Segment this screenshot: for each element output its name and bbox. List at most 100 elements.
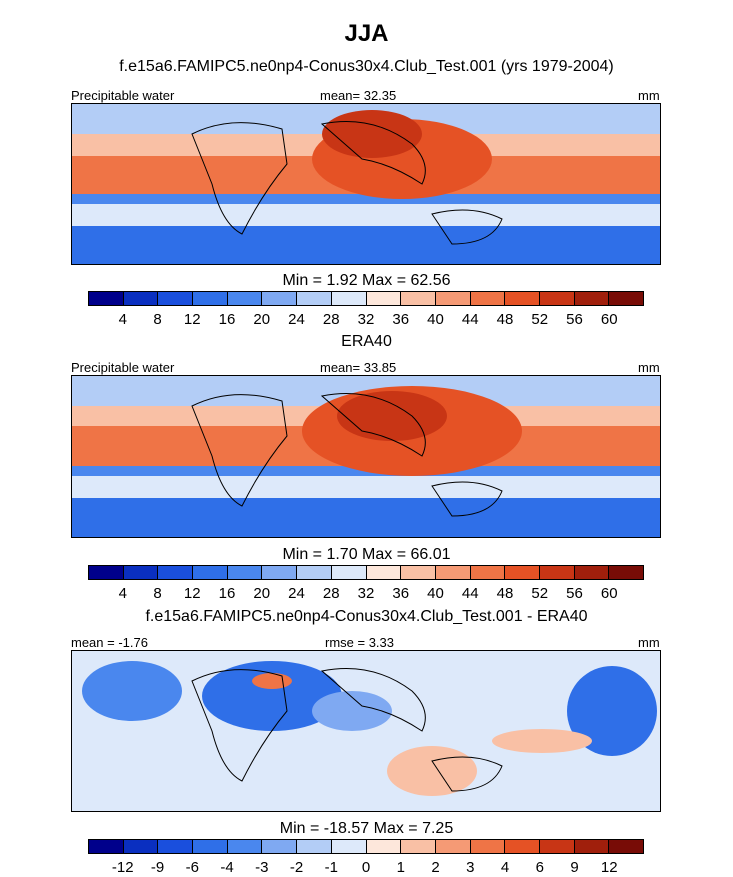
- panel-2-units-label: mm: [638, 360, 660, 375]
- colorbar-swatch: [435, 292, 471, 305]
- colorbar-tick-label: 56: [566, 311, 583, 328]
- colorbar-swatch: [158, 292, 194, 305]
- panel-3-minmax: Min = -18.57 Max = 7.25: [279, 820, 454, 837]
- continent-asia: [320, 121, 426, 185]
- colorbar-swatch: [193, 566, 228, 579]
- map-band-south: [72, 476, 660, 498]
- colorbar-swatch: [227, 292, 263, 305]
- colorbar-tick-label: 4: [118, 585, 127, 602]
- panel-1-minmax: Min = 1.92 Max = 62.56: [282, 272, 451, 289]
- map-band-southern: [72, 498, 660, 537]
- colorbar-tick-label: -6: [185, 859, 199, 876]
- colorbar-swatch: [158, 840, 194, 853]
- colorbar-tick-label: 28: [322, 311, 340, 328]
- colorbar-tick-label: 8: [153, 311, 162, 328]
- colorbar-tick-label: 44: [461, 311, 479, 328]
- colorbar-tick-label: 12: [183, 585, 201, 602]
- panel-1-map-svg: [72, 104, 660, 264]
- colorbar-swatch: [262, 840, 298, 853]
- colorbar-tick-label: 48: [496, 311, 514, 328]
- colorbar-tick-label: 12: [183, 311, 201, 328]
- colorbar-swatch: [193, 840, 228, 853]
- colorbar-swatch: [89, 566, 124, 579]
- colorbar-tick-label: 44: [461, 585, 479, 602]
- panel-3-colorbar: [88, 839, 644, 854]
- continent-asia: [320, 393, 426, 457]
- colorbar-tick-label: 24: [288, 585, 305, 602]
- map-band-south: [72, 204, 660, 226]
- colorbar-swatch: [227, 566, 263, 579]
- colorbar-swatch: [505, 292, 540, 305]
- colorbar-swatch: [505, 566, 540, 579]
- colorbar-swatch: [470, 566, 506, 579]
- colorbar-tick-label: 48: [496, 585, 514, 602]
- colorbar-swatch: [435, 566, 471, 579]
- colorbar-tick-label: 52: [531, 585, 549, 602]
- map-monsoon: [337, 391, 447, 441]
- colorbar-swatch: [574, 566, 610, 579]
- map-neg-4: [312, 691, 392, 731]
- colorbar-swatch: [331, 292, 367, 305]
- colorbar-tick-label: 4: [500, 859, 510, 876]
- panel-1-map: [71, 103, 661, 265]
- map-pos-1: [387, 746, 477, 796]
- continent-australia: [431, 756, 503, 792]
- colorbar-tick-label: -3: [255, 859, 269, 876]
- colorbar-swatch: [331, 840, 367, 853]
- map-neg-2: [202, 661, 342, 731]
- colorbar-swatch: [366, 292, 402, 305]
- colorbar-tick-label: -12: [111, 859, 134, 876]
- panel-1-units-label: mm: [638, 88, 660, 103]
- colorbar-tick-label: 20: [253, 311, 271, 328]
- colorbar-tick-label: 52: [531, 311, 549, 328]
- colorbar-swatch: [505, 840, 540, 853]
- continent-africa: [191, 122, 288, 235]
- colorbar-tick-label: 8: [153, 585, 162, 602]
- colorbar-swatch: [297, 566, 332, 579]
- map-neg-3: [567, 666, 657, 756]
- panel-1-heading: f.e15a6.FAMIPC5.ne0np4-Conus30x4.Club_Te…: [119, 58, 614, 75]
- colorbar-tick-label: 2: [431, 859, 440, 876]
- colorbar-swatch: [262, 292, 298, 305]
- panel-1-colorbar: [88, 291, 644, 306]
- colorbar-swatch: [297, 840, 332, 853]
- panel-3-heading: f.e15a6.FAMIPC5.ne0np4-Conus30x4.Club_Te…: [145, 608, 588, 625]
- colorbar-swatch: [539, 566, 575, 579]
- map-neg-1: [82, 661, 182, 721]
- colorbar-tick-label: -4: [220, 859, 234, 876]
- colorbar-swatch: [89, 292, 124, 305]
- colorbar-tick-label: 0: [361, 859, 371, 876]
- colorbar-tick-label: 1: [396, 859, 405, 876]
- colorbar-swatch: [539, 840, 575, 853]
- panel-3-units-label: mm: [638, 635, 660, 650]
- figure-title: JJA: [344, 20, 389, 47]
- colorbar-tick-label: 12: [600, 859, 618, 876]
- colorbar-tick-label: 36: [392, 585, 410, 602]
- colorbar-swatch: [123, 566, 159, 579]
- colorbar-swatch: [262, 566, 298, 579]
- colorbar-tick-label: 20: [253, 585, 271, 602]
- colorbar-swatch: [366, 566, 402, 579]
- panel-2-left-label: Precipitable water: [71, 360, 175, 375]
- colorbar-swatch: [158, 566, 194, 579]
- colorbar-tick-label: 36: [392, 311, 410, 328]
- colorbar-swatch: [609, 292, 643, 305]
- colorbar-tick-label: -1: [324, 859, 338, 876]
- map-pos-2: [492, 729, 592, 753]
- continent-asia: [320, 668, 426, 732]
- colorbar-swatch: [401, 292, 436, 305]
- colorbar-tick-label: 40: [427, 311, 444, 328]
- map-band-southern: [72, 226, 660, 264]
- colorbar-swatch: [193, 292, 228, 305]
- panel-3-map-svg: [72, 651, 660, 811]
- colorbar-tick-label: 3: [466, 859, 475, 876]
- colorbar-tick-label: 32: [357, 311, 375, 328]
- colorbar-swatch: [401, 840, 436, 853]
- panel-2-heading: ERA40: [341, 333, 392, 350]
- colorbar-swatch: [574, 840, 610, 853]
- colorbar-swatch: [227, 840, 263, 853]
- continent-australia: [431, 481, 503, 517]
- panel-3-mean-label: mean = -1.76: [71, 635, 148, 650]
- colorbar-swatch: [401, 566, 436, 579]
- map-pos-3: [252, 673, 292, 689]
